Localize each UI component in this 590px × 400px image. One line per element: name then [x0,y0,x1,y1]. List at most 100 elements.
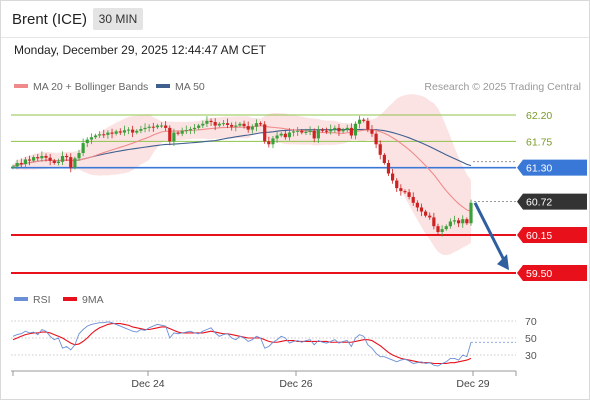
candle-body [32,157,36,161]
candle-body [469,202,473,224]
candle-body [102,134,106,136]
level-label-59.50: 59.50 [526,268,552,280]
candle-body [201,123,205,126]
moving-averages [12,125,472,212]
ma50-legend-label: MA 50 [175,81,205,93]
candle-body [19,162,23,165]
candle-body [98,134,102,136]
candle-body [44,155,48,158]
candle-body [15,162,19,167]
candle-body [432,217,436,227]
candle-body [275,135,279,139]
candle-body [291,131,296,133]
candle-body [147,126,151,128]
candle-body [122,130,127,133]
candle-body [465,219,469,224]
timestamp: Monday, December 29, 2025 12:44:47 AM CE… [14,43,266,57]
candle-body [238,123,242,126]
candle-body [258,123,263,125]
candle-body [81,143,85,154]
candle-body [110,132,114,134]
candle-body [143,127,147,130]
credit-text: Research © 2025 Trading Central [424,81,581,93]
candle-body [164,125,168,128]
candle-body [428,215,432,218]
rsi-tick-70: 70 [525,316,537,328]
candle-body [155,125,160,128]
candle-body [250,126,254,130]
candle-body [254,123,259,127]
candle-body [180,130,184,134]
candle-body [279,133,283,136]
candle-body [436,226,440,233]
candle-body [213,122,217,126]
forecast-arrow [473,202,509,271]
candle-body [56,161,60,163]
x-axis-ticks: Dec 24 Dec 26 Dec 29 [12,371,517,390]
forecast-arrow-shaft [473,202,507,263]
candle-body [11,166,15,168]
candle-body [221,123,226,125]
candle-body [320,129,325,131]
ma20-legend-swatch [14,84,28,88]
candle-body [424,211,428,216]
instrument-title: Brent (ICE) [12,11,88,28]
header-bar: Brent (ICE) 30 MIN [1,1,589,38]
candle-body [399,188,403,192]
candle-body [242,123,246,127]
candle-body [23,159,27,165]
candle-body [205,120,209,124]
candle-body [93,135,98,138]
ma20-line [12,125,472,212]
candle-body [27,159,32,161]
candle-body [357,119,362,124]
candle-body [225,123,230,125]
rsi-legend-label: RSI [33,294,51,306]
candle-body [184,130,188,132]
candle-body [324,130,329,132]
forecast-arrow-head [497,254,509,271]
candle-body [287,132,292,138]
candle-body [65,155,69,158]
candle-body [106,132,110,135]
bollinger-fill [13,94,471,256]
candle-body [69,157,73,168]
candle-body [176,132,180,134]
candle-body [209,120,213,123]
candle-body [48,157,52,161]
candle-body [36,157,40,159]
candle-body [246,126,250,130]
candle-body [366,120,370,130]
candle-body [135,130,139,133]
bollinger-band [13,94,471,256]
candle-body [60,155,65,162]
candle-body [131,129,135,133]
candle-body [353,123,358,136]
candle-body [403,191,407,193]
candle-body [349,127,353,136]
candle-body [77,153,81,159]
candle-body [114,131,118,134]
candle-body [304,131,308,133]
rsi-panel: 70 50 30 [11,316,537,367]
candle-body [52,160,56,163]
candle-body [395,180,399,189]
candle-body [337,127,341,132]
level-badges: 62.20 61.75 61.30 60.72 60.15 59.50 [517,110,587,281]
candle-body [308,130,312,132]
candle-body [374,133,378,145]
candle-body [296,130,300,132]
candle-body [89,137,93,140]
timeframe-button[interactable]: 30 MIN [93,8,143,30]
candle-body [457,220,461,224]
candle-body [300,130,304,133]
rsi-ma-line [12,322,472,365]
candle-body [283,133,287,138]
candle-body [126,129,131,131]
candle-body [329,129,333,132]
candle-body [234,125,238,127]
level-label-62.20: 62.20 [526,110,552,122]
candle-body [73,158,77,168]
level-badge [517,226,587,243]
